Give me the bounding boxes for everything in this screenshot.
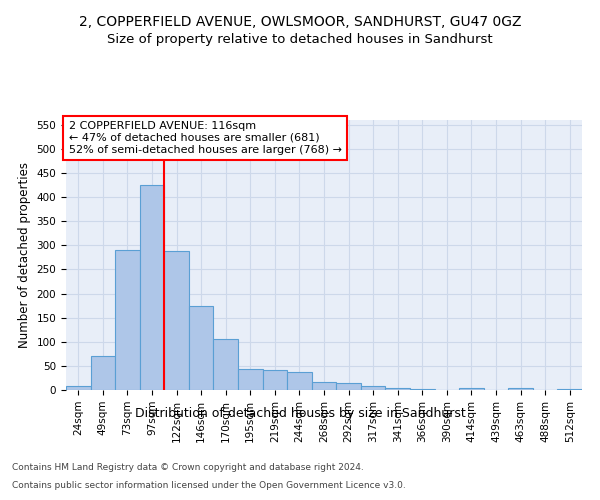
Y-axis label: Number of detached properties: Number of detached properties <box>18 162 31 348</box>
Bar <box>312 382 336 390</box>
Text: 2 COPPERFIELD AVENUE: 116sqm
← 47% of detached houses are smaller (681)
52% of s: 2 COPPERFIELD AVENUE: 116sqm ← 47% of de… <box>68 122 341 154</box>
Bar <box>508 388 533 390</box>
Bar <box>263 370 287 390</box>
Bar <box>189 306 214 390</box>
Bar <box>214 340 238 390</box>
Bar <box>91 356 115 390</box>
Text: Size of property relative to detached houses in Sandhurst: Size of property relative to detached ho… <box>107 32 493 46</box>
Bar <box>361 386 385 390</box>
Bar <box>336 383 361 390</box>
Bar <box>66 386 91 390</box>
Bar <box>557 388 582 390</box>
Bar <box>410 388 434 390</box>
Bar <box>115 250 140 390</box>
Text: Contains public sector information licensed under the Open Government Licence v3: Contains public sector information licen… <box>12 481 406 490</box>
Text: Distribution of detached houses by size in Sandhurst: Distribution of detached houses by size … <box>134 408 466 420</box>
Text: Contains HM Land Registry data © Crown copyright and database right 2024.: Contains HM Land Registry data © Crown c… <box>12 464 364 472</box>
Bar <box>287 372 312 390</box>
Bar <box>459 388 484 390</box>
Text: 2, COPPERFIELD AVENUE, OWLSMOOR, SANDHURST, GU47 0GZ: 2, COPPERFIELD AVENUE, OWLSMOOR, SANDHUR… <box>79 15 521 29</box>
Bar <box>164 251 189 390</box>
Bar <box>140 185 164 390</box>
Bar <box>238 369 263 390</box>
Bar <box>385 388 410 390</box>
